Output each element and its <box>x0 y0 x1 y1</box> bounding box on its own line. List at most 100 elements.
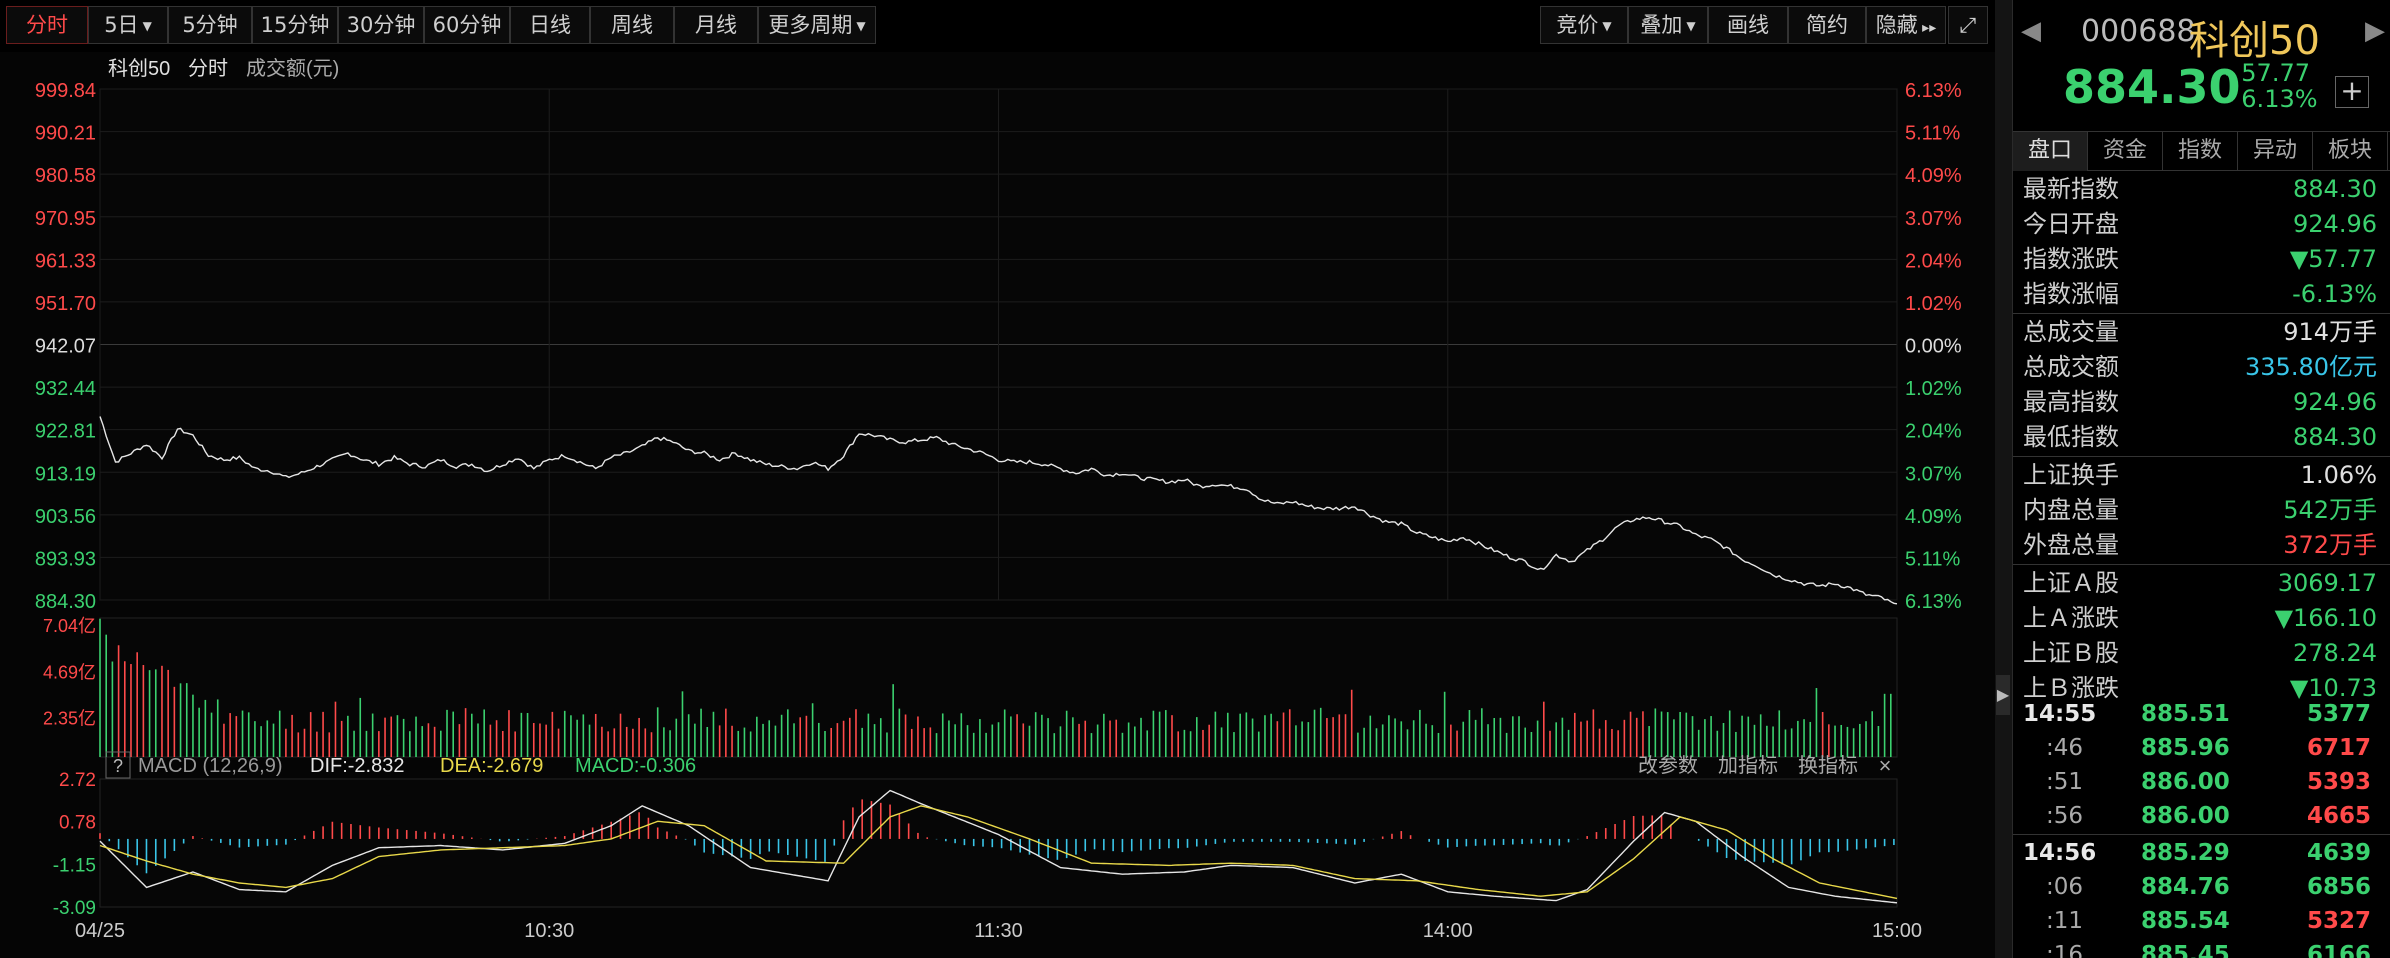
tick-row[interactable]: :56 886.00 4665 <box>2013 799 2390 833</box>
tool-button-1[interactable]: 叠加 ▼ <box>1628 6 1708 44</box>
price-axis-label: 990.21 <box>35 123 96 145</box>
stat-label: 最低指数 <box>2023 423 2119 451</box>
stat-label: 上证换手 <box>2023 461 2119 489</box>
stat-value: 1.06% <box>2300 461 2377 489</box>
stat-label: 上Ｂ涨跌 <box>2023 674 2119 702</box>
chart-area[interactable]: 科创50 分时 成交额(元) 999.84 6.13% 990.21 5.11% 980.58… <box>0 52 1995 958</box>
tick-volume: 6717 <box>2306 735 2371 761</box>
tool-button-0[interactable]: 竞价 ▼ <box>1540 6 1628 44</box>
tick-list[interactable]: 14:55 885.51 5377:46 885.96 6717:51 886.00 539… <box>2013 697 2390 958</box>
period-tab-label: 分时 <box>26 13 68 37</box>
stat-value: 924.96 <box>2293 210 2377 238</box>
next-stock-icon[interactable]: ▶ <box>2365 16 2385 46</box>
stat-row: 今日开盘 924.96 <box>2013 207 2390 242</box>
quote-tab-2[interactable]: 指数 <box>2163 132 2238 171</box>
stat-label: 总成交量 <box>2023 318 2119 346</box>
macd-axis-label: -3.09 <box>53 898 96 919</box>
stat-value: 372万手 <box>2283 531 2377 559</box>
period-tab-8[interactable]: 月线 <box>674 6 758 44</box>
divider <box>2013 564 2390 565</box>
period-tab-0[interactable]: 分时 <box>6 6 88 44</box>
tick-time: :11 <box>2045 908 2083 934</box>
tick-row[interactable]: 14:55 885.51 5377 <box>2013 697 2390 731</box>
price-axis-label: 893.93 <box>35 548 96 570</box>
tick-price: 885.29 <box>2141 840 2230 866</box>
tick-time: 14:56 <box>2023 840 2097 866</box>
price-line <box>99 416 1898 605</box>
tick-time: :16 <box>2045 942 2083 958</box>
fullscreen-icon[interactable]: ⤢ <box>1948 6 1988 44</box>
tick-volume: 5393 <box>2306 769 2371 795</box>
tick-row[interactable]: :46 885.96 6717 <box>2013 731 2390 765</box>
stat-row: 上Ａ涨跌 ▼166.10 <box>2013 601 2390 636</box>
period-tab-label: 5日 <box>104 13 139 37</box>
tick-row[interactable]: :16 885.45 6166 <box>2013 938 2390 958</box>
tick-row[interactable]: :06 884.76 6856 <box>2013 870 2390 904</box>
tick-price: 886.00 <box>2141 769 2230 795</box>
quote-panel: ◀ 000688 科创50 ▶ 884.30 - 57.77 - 6.13% +… <box>2012 0 2390 958</box>
divider <box>2013 834 2390 835</box>
help-icon-box <box>105 751 131 779</box>
pct-axis-label: 4.09% <box>1905 506 1962 528</box>
stat-row: 最低指数 884.30 <box>2013 420 2390 455</box>
change-value: - 57.77 <box>2225 59 2310 87</box>
tick-time: :06 <box>2045 874 2083 900</box>
period-tab-7[interactable]: 周线 <box>590 6 674 44</box>
dif-line <box>99 789 1898 904</box>
tick-price: 885.45 <box>2141 942 2230 958</box>
tick-row[interactable]: :11 885.54 5327 <box>2013 904 2390 938</box>
period-tab-label: 月线 <box>695 13 737 37</box>
collapse-arrow-icon[interactable]: ▶ <box>1996 675 2010 715</box>
add-watchlist-button[interactable]: + <box>2335 76 2369 108</box>
period-tab-2[interactable]: 5分钟 <box>168 6 252 44</box>
stat-label: 今日开盘 <box>2023 210 2119 238</box>
dea-line <box>99 805 1898 900</box>
period-tab-9[interactable]: 更多周期 ▼ <box>758 6 876 44</box>
stat-label: 总成交额 <box>2023 353 2119 381</box>
tick-row[interactable]: 14:56 885.29 4639 <box>2013 836 2390 870</box>
macd-action-0: 改参数 <box>1638 754 1698 777</box>
quote-tab-3[interactable]: 异动 <box>2238 132 2313 171</box>
period-tab-label: 60分钟 <box>432 13 502 37</box>
period-tab-6[interactable]: 日线 <box>510 6 590 44</box>
quote-tab-4[interactable]: 板块 <box>2313 132 2388 171</box>
stat-row: 最新指数 884.30 <box>2013 172 2390 207</box>
tick-row[interactable]: :51 886.00 5393 <box>2013 765 2390 799</box>
stock-code: 000688 <box>2081 14 2196 49</box>
period-tab-1[interactable]: 5日 ▼ <box>88 6 168 44</box>
prev-stock-icon[interactable]: ◀ <box>2021 16 2041 46</box>
pct-axis-label: 1.02% <box>1905 378 1962 400</box>
chart-mode: 分时 <box>188 57 228 80</box>
period-tab-label: 5分钟 <box>182 13 238 37</box>
period-tab-5[interactable]: 60分钟 <box>424 6 510 44</box>
intraday-chart[interactable]: 科创50 分时 成交额(元) 999.84 6.13% 990.21 5.11% 980.58… <box>0 52 1995 958</box>
stat-row: 最高指数 924.96 <box>2013 385 2390 420</box>
tool-button-2[interactable]: 画线 <box>1708 6 1788 44</box>
period-tab-label: 日线 <box>529 13 571 37</box>
quote-tab-0[interactable]: 盘口 <box>2013 132 2088 171</box>
price-axis-label: 884.30 <box>35 591 96 613</box>
stats-list: 最新指数 884.30 今日开盘 924.96 指数涨跌 ▼57.77 指数涨幅 -6.13%… <box>2013 172 2390 706</box>
stat-label: 指数涨幅 <box>2023 280 2119 308</box>
stat-value: 278.24 <box>2293 639 2377 667</box>
price-axis-label: 932.44 <box>35 378 96 400</box>
period-tab-4[interactable]: 30分钟 <box>338 6 424 44</box>
pct-axis-label: 6.13% <box>1905 80 1962 102</box>
stat-value: 914万手 <box>2283 318 2377 346</box>
current-price: 884.30 <box>2063 60 2241 114</box>
panel-divider[interactable]: ▶ <box>1995 0 2012 958</box>
period-tab-3[interactable]: 15分钟 <box>252 6 338 44</box>
macd-action-1: 加指标 <box>1718 754 1778 777</box>
stat-value: 884.30 <box>2293 423 2377 451</box>
tick-price: 886.00 <box>2141 803 2230 829</box>
expand-icon: ▸▸ <box>1917 20 1937 36</box>
price-change: - 57.77 - 6.13% <box>2225 60 2318 112</box>
quote-tab-1[interactable]: 资金 <box>2088 132 2163 171</box>
period-tab-label: 30分钟 <box>346 13 416 37</box>
stat-label: 上证Ａ股 <box>2023 569 2119 597</box>
stat-label: 外盘总量 <box>2023 531 2119 559</box>
stock-name: 科创50 <box>2189 18 2320 64</box>
period-toolbar: 分时 5日 ▼ 5分钟 15分钟 30分钟 60分钟 日线 周线 月线 更多周期 ▼ 竞价 ▼ 叠加 ▼ 画线简… <box>0 0 1995 52</box>
tool-button-3[interactable]: 简约 <box>1788 6 1866 44</box>
tool-button-4[interactable]: 隐藏 ▸▸ <box>1866 6 1946 44</box>
